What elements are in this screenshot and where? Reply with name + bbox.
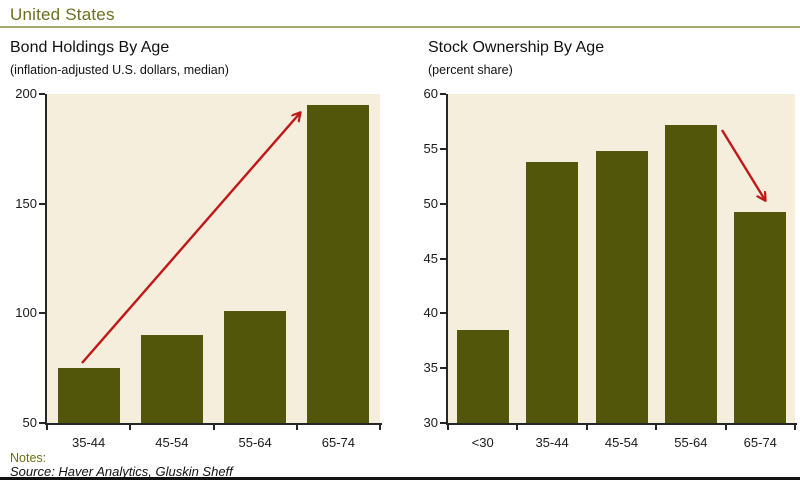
bar-35-44 <box>526 161 579 423</box>
y-tick-mark <box>440 312 446 315</box>
x-category-label: <30 <box>471 435 494 450</box>
stock-ownership-chart: Stock Ownership By Age (percent share) 3… <box>418 34 800 466</box>
bottom-rule <box>0 477 800 480</box>
y-tick-label: 150 <box>15 195 37 211</box>
y-tick-label: 40 <box>423 305 438 321</box>
x-axis-line <box>446 423 797 425</box>
y-tick-mark <box>39 202 45 205</box>
x-tick-mark <box>129 425 132 430</box>
y-tick-label: 55 <box>423 140 438 156</box>
bar-<30 <box>456 329 509 423</box>
x-category-label: 55-64 <box>674 435 708 450</box>
x-tick-mark <box>585 425 588 430</box>
x-tick-mark <box>447 425 449 430</box>
y-tick-mark <box>440 147 446 150</box>
x-category-label: 65-74 <box>743 435 777 450</box>
chart-subtitle: (inflation-adjusted U.S. dollars, median… <box>10 63 229 77</box>
x-category-label: 45-54 <box>604 435 639 450</box>
chart-title: Bond Holdings By Age <box>10 39 170 56</box>
x-tick-mark <box>794 425 796 430</box>
y-tick-mark <box>440 202 446 205</box>
y-tick-label: 50 <box>22 415 37 430</box>
chart-subtitle: (percent share) <box>428 63 513 77</box>
trend-arrow-down <box>720 129 795 423</box>
title-rule <box>0 26 800 28</box>
x-axis-line <box>45 423 382 425</box>
y-tick-mark <box>39 422 45 424</box>
page-title: United States <box>10 5 115 24</box>
x-tick-mark <box>379 425 381 430</box>
y-tick-mark <box>440 422 446 424</box>
x-category-label: 35-44 <box>535 435 569 450</box>
bar-45-54 <box>140 335 203 423</box>
trend-arrow-up <box>81 94 380 364</box>
y-tick-mark <box>440 367 446 370</box>
notes-label: Notes: <box>10 451 47 465</box>
y-tick-mark <box>440 257 446 260</box>
y-tick-mark <box>39 312 45 315</box>
y-tick-label: 50 <box>423 195 438 211</box>
y-tick-label: 35 <box>423 360 438 376</box>
bar-35-44 <box>57 368 120 423</box>
y-axis-line <box>446 94 448 425</box>
bond-holdings-chart: Bond Holdings By Age (inflation-adjusted… <box>0 34 400 466</box>
x-category-label: 65-74 <box>321 435 355 450</box>
x-category-label: 45-54 <box>155 435 189 450</box>
x-tick-mark <box>516 425 519 430</box>
source-text: Source: Haver Analytics, Gluskin Sheff <box>10 464 233 479</box>
bar-45-54 <box>595 151 648 423</box>
y-tick-label: 200 <box>15 86 37 101</box>
y-axis-line <box>45 94 47 425</box>
x-tick-mark <box>724 425 727 430</box>
y-tick-label: 60 <box>423 86 438 101</box>
x-tick-mark <box>295 425 298 430</box>
x-category-label: 35-44 <box>72 435 106 450</box>
y-tick-label: 100 <box>15 305 37 321</box>
bar-65-74 <box>734 212 787 423</box>
x-tick-mark <box>212 425 215 430</box>
bar-55-64 <box>224 311 287 423</box>
y-tick-mark <box>39 93 45 95</box>
bar-55-64 <box>664 124 717 423</box>
x-category-label: 55-64 <box>238 435 272 450</box>
y-tick-label: 45 <box>423 250 438 266</box>
y-tick-mark <box>440 93 446 95</box>
x-tick-mark <box>655 425 658 430</box>
bar-65-74 <box>307 104 370 423</box>
y-tick-label: 30 <box>423 415 438 430</box>
chart-title: Stock Ownership By Age <box>428 39 605 56</box>
x-tick-mark <box>46 425 48 430</box>
